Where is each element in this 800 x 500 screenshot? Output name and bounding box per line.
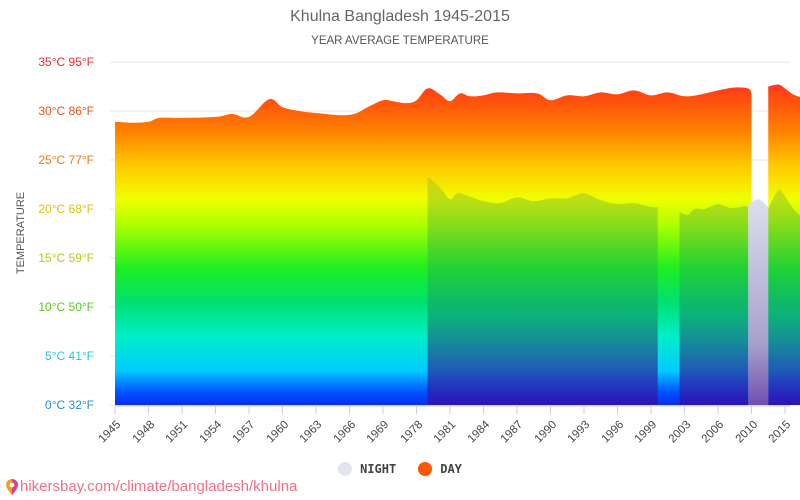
y-tick-label: 10°C 50°F (38, 300, 94, 314)
y-tick-label: 5°C 41°F (45, 349, 94, 363)
legend: NIGHT DAY (0, 462, 800, 476)
legend-label-night: NIGHT (360, 462, 397, 476)
day-dot-icon (418, 462, 433, 476)
y-tick-label: 15°C 59°F (38, 251, 94, 265)
y-tick-label: 35°C 95°F (38, 55, 94, 69)
legend-item-day[interactable]: DAY (418, 462, 462, 476)
chart-subtitle: YEAR AVERAGE TEMPERATURE (311, 35, 489, 47)
night-area-segment (748, 199, 769, 405)
source-link[interactable]: hikersbay.com/climate/bangladesh/khulna (6, 478, 297, 495)
source-link-text: hikersbay.com/climate/bangladesh/khulna (20, 478, 298, 495)
y-tick-label: 0°C 32°F (45, 398, 94, 412)
map-pin-icon (6, 478, 18, 495)
night-area-segment (679, 204, 749, 405)
night-area-segment (427, 176, 658, 405)
legend-label-day: DAY (440, 462, 462, 476)
y-tick-label: 30°C 86°F (38, 104, 94, 118)
y-tick-label: 20°C 68°F (38, 202, 94, 216)
legend-item-night[interactable]: NIGHT (338, 462, 396, 476)
night-dot-icon (338, 462, 353, 476)
night-area-segment (768, 189, 800, 405)
y-tick-label: 25°C 77°F (38, 153, 94, 167)
chart-title: Khulna Bangladesh 1945-2015 (290, 8, 510, 25)
